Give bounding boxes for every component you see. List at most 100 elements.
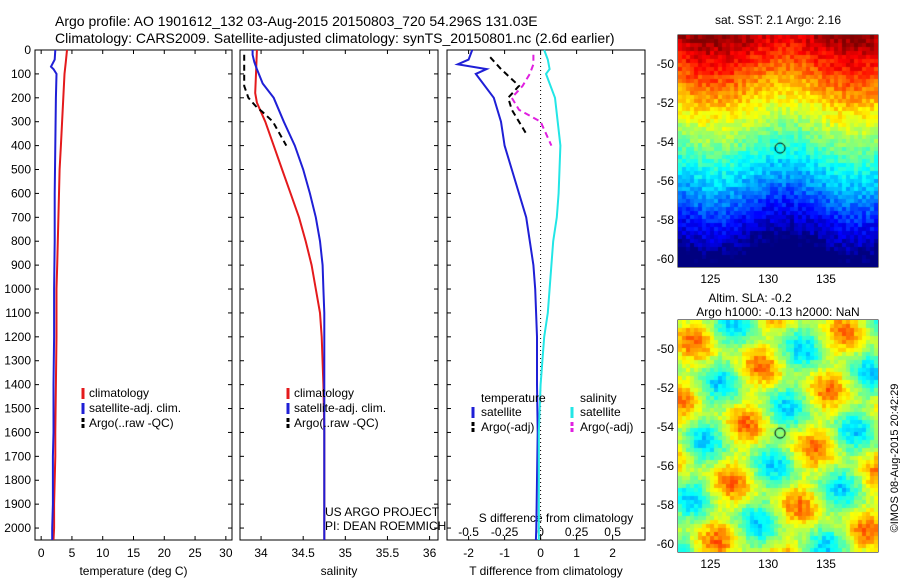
legend-label: Argo(-adj) (580, 420, 633, 434)
project-credit-2: PI: DEAN ROEMMICH (325, 519, 446, 533)
depth-tick-label: 100 (11, 67, 31, 81)
x-tick-label: 34 (254, 546, 268, 560)
depth-tick-label: 1500 (4, 402, 31, 416)
sla-map (678, 320, 878, 552)
depth-tick-label: 800 (11, 234, 31, 248)
map-x-tick-label: 135 (816, 557, 836, 571)
legend-label: Argo(..raw -QC) (89, 416, 174, 430)
s-tick-label: -0.25 (491, 525, 519, 539)
series-line-0 (454, 49, 539, 541)
map-y-tick-label: -52 (657, 96, 675, 110)
x-tick-label: 0 (537, 546, 544, 560)
temperature-panel: 0100200300400500600700800900100011001200… (4, 43, 233, 578)
legend-title-salinity: salinity (580, 391, 617, 405)
x-tick-label: 1 (573, 546, 580, 560)
map-y-tick-label: -58 (657, 213, 675, 227)
depth-tick-label: 1800 (4, 473, 31, 487)
depth-tick-label: 1600 (4, 425, 31, 439)
x-tick-label: 0 (38, 546, 45, 560)
map-x-tick-label: 125 (700, 272, 720, 286)
legend-label: climatology (89, 386, 149, 400)
map-y-tick-label: -50 (657, 342, 675, 356)
s-tick-label: 0 (537, 525, 544, 539)
legend-label: satellite (580, 405, 621, 419)
map-x-tick-label: 130 (758, 272, 778, 286)
map-y-tick-label: -52 (657, 381, 675, 395)
sla-map-title: Altim. SLA: -0.2 (708, 291, 792, 305)
depth-tick-label: 300 (11, 115, 31, 129)
map-y-tick-label: -50 (657, 57, 675, 71)
series-line-1 (489, 56, 528, 135)
imos-stamp: ©IMOS 08-Aug-2015 20:42:29 (889, 383, 900, 533)
depth-tick-label: 1200 (4, 330, 31, 344)
sla-map-subtitle: Argo h1000: -0.13 h2000: NaN (696, 305, 859, 319)
s-tick-label: 0.5 (604, 525, 621, 539)
sla-heatmap (678, 320, 878, 552)
x-tick-label: 35.5 (376, 546, 400, 560)
depth-tick-label: 600 (11, 186, 31, 200)
map-y-tick-label: -56 (657, 459, 675, 473)
x-tick-label: 10 (96, 546, 110, 560)
map-y-tick-label: -54 (657, 420, 675, 434)
depth-tick-label: 1100 (5, 306, 31, 320)
x-tick-label: 20 (158, 546, 172, 560)
depth-tick-label: 700 (11, 210, 31, 224)
map-y-tick-label: -54 (657, 135, 675, 149)
map-y-tick-label: -56 (657, 174, 675, 188)
s-tick-label: -0.5 (458, 525, 479, 539)
x-tick-label: -1 (499, 546, 510, 560)
salinity-frame (239, 49, 439, 541)
difference-frame (446, 49, 646, 541)
depth-tick-label: 1400 (4, 378, 31, 392)
depth-tick-label: 1700 (4, 449, 31, 463)
s-axis-label: S difference from climatology (479, 511, 634, 525)
salinity-panel: 34 34.5 35 35.5 36 salinity climatologysatelli… (239, 49, 439, 578)
depth-tick-label: 200 (11, 91, 31, 105)
series-line-0 (254, 49, 326, 540)
x-tick-label: 15 (127, 546, 141, 560)
series-line-2 (243, 54, 288, 147)
s-tick-label: 0.25 (565, 525, 589, 539)
series-line-0 (52, 49, 68, 541)
depth-tick-label: 900 (11, 258, 31, 272)
map-x-tick-label: 130 (758, 557, 778, 571)
x-tick-label: 30 (219, 546, 233, 560)
x-axis-label: T difference from climatology (469, 564, 623, 578)
depth-tick-label: 1300 (4, 354, 31, 368)
depth-tick-label: 0 (24, 43, 31, 57)
legend-title-temperature: temperature (481, 391, 546, 405)
x-axis-label: salinity (321, 564, 358, 578)
legend-label: satellite-adj. clim. (294, 401, 386, 415)
x-axis-label: temperature (deg C) (79, 564, 187, 578)
legend-label: Argo(-adj) (481, 420, 534, 434)
x-tick-label: 36 (423, 546, 437, 560)
legend-label: Argo(..raw -QC) (294, 416, 379, 430)
depth-tick-label: 1900 (4, 497, 31, 511)
legend-label: climatology (294, 386, 354, 400)
series-line-3 (510, 54, 553, 147)
series-line-1 (251, 50, 326, 540)
temperature-frame (34, 49, 233, 541)
sst-map (678, 35, 878, 267)
map-y-tick-label: -58 (657, 498, 675, 512)
sst-map-axes: 125 130 135 -50 -52 -54 -56 -58 -60 (657, 34, 879, 286)
sst-map-title: sat. SST: 2.1 Argo: 2.16 (715, 13, 841, 27)
depth-tick-label: 500 (11, 163, 31, 177)
legend-label: satellite (481, 405, 522, 419)
depth-tick-label: 400 (11, 139, 31, 153)
map-y-tick-label: -60 (657, 252, 675, 266)
depth-tick-label: 2000 (4, 521, 31, 535)
map-x-tick-label: 135 (816, 272, 836, 286)
map-y-tick-label: -60 (657, 537, 675, 551)
x-tick-label: 2 (609, 546, 616, 560)
x-tick-label: 5 (69, 546, 76, 560)
x-tick-label: 25 (188, 546, 202, 560)
series-line-2 (537, 49, 562, 540)
sst-heatmap (678, 35, 878, 267)
header-line-1: Argo profile: AO 1901612_132 03-Aug-2015… (55, 13, 538, 29)
difference-panel: -2 -1 0 1 2 T difference from climatology -0.5… (446, 49, 646, 578)
series-line-1 (49, 49, 58, 540)
depth-tick-label: 1000 (4, 282, 31, 296)
legend-label: satellite-adj. clim. (89, 401, 181, 415)
